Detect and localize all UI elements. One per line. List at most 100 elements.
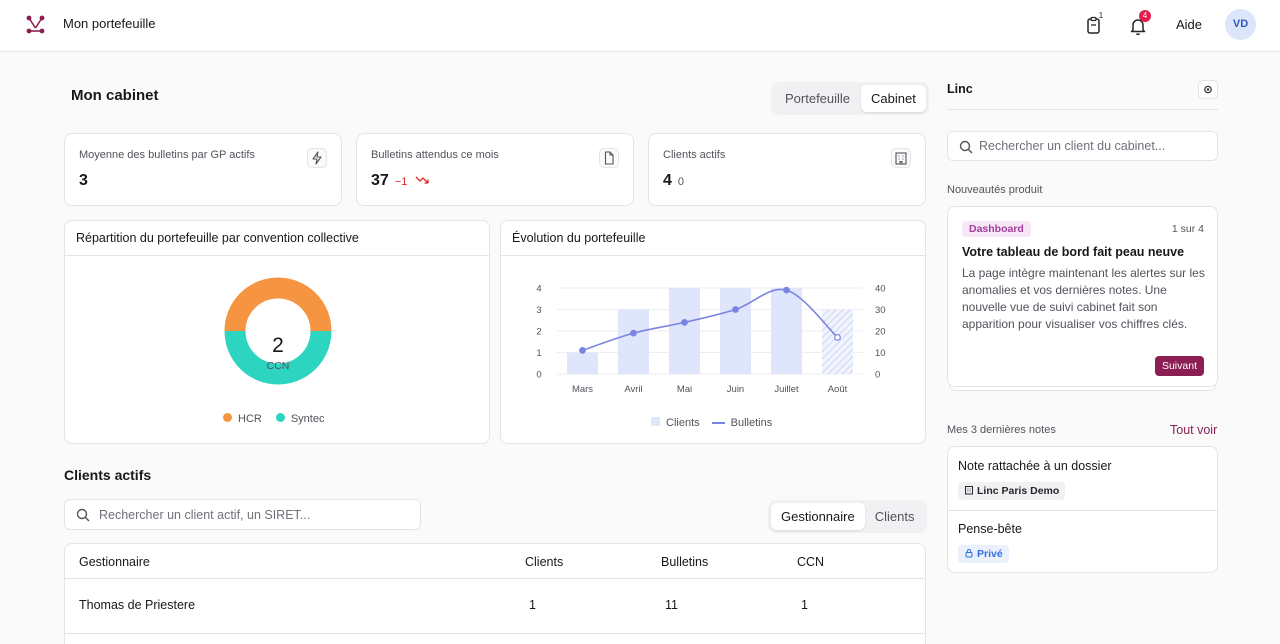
list-item[interactable]: Pense-bête Privé: [948, 511, 1217, 573]
avatar[interactable]: VD: [1225, 9, 1256, 40]
help-link[interactable]: Aide: [1176, 17, 1203, 32]
column-header-gestionnaire[interactable]: Gestionnaire: [79, 555, 150, 569]
view-toggle: Portefeuille Cabinet: [771, 82, 929, 115]
tab-gestionnaire[interactable]: Gestionnaire: [771, 503, 865, 530]
news-title: Votre tableau de bord fait peau neuve: [962, 245, 1185, 259]
next-button[interactable]: Suivant: [1154, 356, 1204, 376]
y-tick-label-left: 0: [536, 370, 541, 381]
line-bulletins: [582, 288, 839, 352]
y-tick-label-right: 0: [875, 370, 880, 381]
column-header-clients[interactable]: Clients: [525, 555, 564, 569]
legend-line: [711, 422, 725, 425]
search-icon: [959, 140, 973, 154]
panel-title: Évolution du portefeuille: [512, 231, 646, 245]
trend-down-icon: [415, 176, 429, 184]
donut-legend: HCR Syntec: [223, 413, 324, 425]
repartition-panel: Répartition du portefeuille par conventi…: [64, 220, 490, 444]
legend-swatch: [223, 413, 232, 422]
point-juin[interactable]: [732, 306, 739, 313]
donut-slice-syntec[interactable]: [224, 330, 332, 385]
note-chip: Linc Paris Demo: [958, 482, 1066, 500]
stat-delta: 0: [677, 176, 685, 188]
building-icon: [891, 148, 911, 168]
news-tag: Dashboard: [962, 221, 1031, 237]
notifications-button[interactable]: 4: [1126, 10, 1151, 38]
x-tick-label: Mars: [572, 384, 593, 395]
x-tick-label: Juillet: [774, 384, 799, 395]
column-header-bulletins[interactable]: Bulletins: [661, 555, 709, 569]
cell-gestionnaire: Thomas de Priestere: [79, 598, 196, 612]
legend-item-hcr[interactable]: HCR: [223, 413, 262, 425]
clients-table: Gestionnaire Clients Bulletins CCN Thoma…: [64, 543, 926, 644]
point-mars[interactable]: [579, 346, 586, 354]
news-counter: 1 sur 4: [1171, 223, 1204, 235]
point-juillet[interactable]: [783, 286, 790, 294]
tasks-button[interactable]: 1: [1082, 11, 1106, 38]
bar-juillet[interactable]: [771, 288, 802, 374]
note-chip: Privé: [958, 545, 1009, 563]
news-card: Dashboard 1 sur 4 Votre tableau de bord …: [947, 206, 1218, 387]
stat-card-bulletins-moyenne: Moyenne des bulletins par GP actifs 3: [64, 133, 342, 206]
cabinet-search-input[interactable]: Rechercher un client du cabinet...: [947, 131, 1218, 161]
bar-mars[interactable]: [567, 352, 598, 375]
clients-section-title: Clients actifs: [64, 467, 152, 483]
view-toggle-portefeuille[interactable]: Portefeuille: [785, 91, 851, 106]
x-tick-label: Avril: [624, 384, 642, 395]
cell-bulletins: 11: [665, 598, 678, 612]
bar-août[interactable]: [822, 309, 853, 375]
donut-slice-hcr[interactable]: [224, 277, 332, 332]
clients-search-input[interactable]: Rechercher un client actif, un SIRET...: [64, 499, 421, 530]
building-icon: [965, 486, 973, 495]
x-tick-label: Août: [828, 384, 848, 395]
app-logo-icon[interactable]: [26, 15, 45, 34]
stat-label: Bulletins attendus ce mois: [371, 149, 499, 161]
search-icon: [76, 508, 90, 522]
legend-item-clients[interactable]: Clients: [651, 417, 700, 429]
table-row[interactable]: Thomas de Priestere 1 11 1: [65, 579, 925, 633]
news-section-label: Nouveautés produit: [947, 184, 1043, 196]
panel-title: Répartition du portefeuille par conventi…: [76, 231, 359, 245]
point-avril[interactable]: [630, 329, 637, 337]
legend-swatch: [651, 417, 660, 426]
search-placeholder: Rechercher un client actif, un SIRET...: [99, 508, 311, 522]
x-tick-label: Mai: [677, 384, 692, 395]
top-bar: Mon portefeuille 1 4 Aide VD: [0, 0, 1280, 52]
bolt-icon: [307, 148, 327, 168]
y-tick-label-right: 10: [875, 348, 886, 359]
bar-mai[interactable]: [669, 288, 700, 374]
point-mai[interactable]: [681, 318, 688, 326]
right-panel-title: Linc: [947, 82, 973, 96]
view-toggle-cabinet[interactable]: Cabinet: [861, 85, 926, 112]
point-août[interactable]: [834, 334, 841, 341]
stat-delta: −1: [394, 176, 408, 188]
stat-label: Clients actifs: [663, 149, 726, 161]
stat-value: 3: [79, 172, 88, 189]
y-tick-label-left: 2: [536, 327, 541, 338]
notifications-badge: 4: [1139, 10, 1151, 22]
bar-avril[interactable]: [618, 309, 649, 375]
legend-item-bulletins[interactable]: Bulletins: [711, 417, 772, 429]
stat-value: 37 −1: [371, 172, 429, 190]
y-tick-label-right: 20: [875, 327, 886, 338]
document-icon: [599, 148, 619, 168]
clipboard-icon: [1087, 16, 1100, 34]
y-tick-label-left: 1: [536, 348, 541, 359]
column-header-ccn[interactable]: CCN: [797, 555, 825, 569]
legend-item-syntec[interactable]: Syntec: [275, 413, 324, 425]
tab-clients[interactable]: Clients: [874, 509, 915, 524]
list-item[interactable]: Note rattachée à un dossier Linc Paris D…: [948, 447, 1217, 510]
evolution-legend: Clients Bulletins: [651, 417, 772, 429]
y-tick-label-right: 30: [875, 305, 886, 316]
stat-label: Moyenne des bulletins par GP actifs: [79, 149, 255, 161]
legend-swatch: [275, 413, 285, 422]
cell-ccn: 1: [801, 598, 808, 612]
evolution-panel: Évolution du portefeuille 0 1 2 3 4 0 10 20 30 40…: [500, 220, 926, 444]
x-tick-label: Juin: [727, 384, 744, 395]
cell-clients: 1: [529, 598, 536, 612]
see-all-link[interactable]: Tout voir: [1170, 423, 1218, 437]
bar-juin[interactable]: [720, 288, 751, 374]
note-title: Note rattachée à un dossier: [958, 459, 1112, 473]
settings-button[interactable]: [1198, 80, 1218, 99]
y-tick-label-right: 40: [875, 284, 886, 295]
